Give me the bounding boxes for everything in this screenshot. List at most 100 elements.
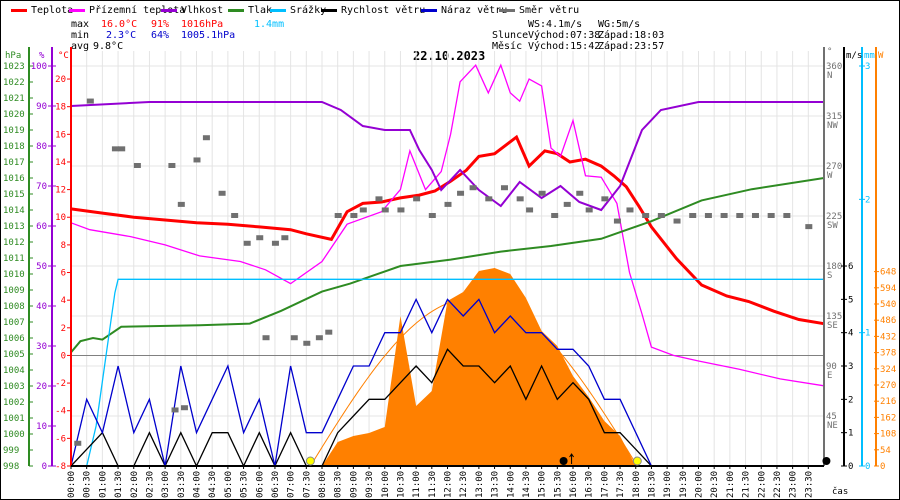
wind-direction-point — [657, 213, 665, 218]
temperature-tick-label: 18 — [55, 103, 66, 113]
x-tick-label: 18:00 — [632, 471, 642, 498]
rain-axis-unit: mm — [864, 51, 875, 61]
x-tick-label: 15:30 — [553, 471, 563, 498]
wind-direction-point — [315, 335, 323, 341]
wind-direction-point — [86, 98, 94, 104]
x-tick-label: 08:30 — [334, 471, 344, 498]
wind-direction-point — [563, 201, 571, 207]
sunrise-marker — [305, 456, 315, 466]
wind-direction-point — [256, 235, 264, 241]
wind-direction-point — [551, 213, 559, 218]
wind-direction-point — [500, 185, 508, 191]
x-tick-label: 00:30 — [83, 471, 93, 498]
x-tick-label: 14:00 — [506, 471, 516, 498]
sun-label: Slunce — [492, 30, 529, 41]
x-tick-label: 07:30 — [302, 471, 312, 498]
stat-avg-temp: 9.8°C — [93, 41, 124, 52]
x-tick-label: 07:00 — [287, 471, 297, 498]
x-tick-label: 20:00 — [695, 471, 705, 498]
temperature-tick-label: 12 — [55, 186, 66, 196]
x-tick-label: 02:00 — [130, 471, 140, 498]
humidity-tick-label: 100 — [31, 62, 47, 72]
wind-direction-point — [751, 213, 759, 218]
wind-direction-point — [576, 190, 584, 196]
wind-direction-point — [74, 440, 82, 446]
direction-tick-compass: SE — [827, 321, 838, 331]
stat-max-pressure: 1016hPa — [181, 19, 224, 30]
stat-avg-label: avg — [71, 41, 90, 52]
wind-direction-point — [243, 240, 251, 246]
temperature-tick-label: 6 — [61, 269, 66, 279]
wind-tick-label: 3 — [848, 362, 853, 372]
x-tick-label: 20:30 — [710, 471, 720, 498]
series-p-zemn-teplota — [70, 63, 825, 387]
legend-swatch — [421, 9, 437, 12]
chart-title: 22.10.2023 — [413, 49, 486, 63]
humidity-tick-label: 40 — [36, 302, 47, 312]
wind-direction-point — [359, 207, 367, 213]
wind-direction-point — [397, 207, 405, 213]
x-tick-label: 13:00 — [475, 471, 485, 498]
x-tick-label: 02:30 — [145, 471, 155, 498]
wind-direction-point — [413, 196, 421, 202]
wind-direction-point — [350, 213, 358, 218]
pressure-tick-label: 1013 — [3, 222, 25, 232]
wind-direction-point — [177, 201, 185, 207]
pressure-tick-label: 1012 — [3, 238, 25, 248]
series-teplota — [70, 134, 825, 326]
x-tick-label: 21:00 — [726, 471, 736, 498]
pressure-tick-label: 1001 — [3, 414, 25, 424]
stat-min-label: min — [71, 30, 90, 41]
x-tick-label: 23:30 — [804, 471, 814, 498]
x-tick-label: 06:00 — [255, 471, 265, 498]
rain-tick-label: 1 — [865, 329, 870, 339]
x-tick-label: 21:30 — [742, 471, 752, 498]
x-axis-label: čas — [832, 486, 848, 497]
wind-direction-point — [767, 213, 775, 218]
wind-tick-label: 1 — [848, 429, 853, 439]
x-tick-label: 03:00 — [161, 471, 171, 498]
legend-item: Srážky — [270, 5, 326, 16]
wind-tick-label: 5 — [848, 295, 853, 305]
wind-direction-point — [538, 190, 546, 196]
solar-tick-label: 648 — [880, 268, 896, 278]
temperature-tick-label: 10 — [55, 213, 66, 223]
solar-tick-label: 324 — [880, 365, 896, 375]
direction-tick-compass: N — [827, 71, 832, 81]
temperature-tick-label: 4 — [61, 296, 66, 306]
solar-tick-label: 0 — [880, 462, 885, 472]
wind-direction-point — [805, 224, 813, 230]
stat-max-humidity: 91% — [151, 19, 170, 30]
x-tick-label: 12:00 — [444, 471, 454, 498]
pressure-tick-label: 1023 — [3, 62, 25, 72]
legend-label: Vlhkost — [181, 5, 224, 16]
wind-direction-point — [133, 163, 141, 168]
wind-direction-point — [689, 213, 697, 218]
pressure-tick-label: 1017 — [3, 158, 25, 168]
solar-tick-label: 108 — [880, 430, 896, 440]
humidity-tick-label: 0 — [42, 462, 47, 472]
humidity-tick-label: 70 — [36, 182, 47, 192]
x-tick-label: 09:30 — [365, 471, 375, 498]
x-tick-label: 01:30 — [114, 471, 124, 498]
direction-tick-compass: NE — [827, 421, 838, 431]
legend-item: Vlhkost — [161, 5, 223, 16]
wind-direction-point — [325, 329, 333, 335]
x-tick-label: 16:30 — [585, 471, 595, 498]
wind-direction-point — [118, 146, 126, 152]
temperature-tick-label: -8 — [55, 462, 66, 472]
wind-direction-point — [218, 190, 226, 196]
legend-swatch — [270, 9, 286, 12]
wind-speed-max: WS:4.1m/s — [528, 19, 583, 30]
x-tick-label: 04:30 — [208, 471, 218, 498]
rain-tick-label: 2 — [865, 195, 870, 205]
direction-tick-label: 270 — [826, 162, 842, 172]
x-tick-label: 06:30 — [271, 471, 281, 498]
wind-tick-label: 2 — [848, 395, 853, 405]
wind-direction-point — [171, 407, 179, 413]
x-tick-label: 10:00 — [381, 471, 391, 498]
wind-direction-point — [526, 207, 534, 213]
sunrise: Východ:07:38 — [528, 30, 601, 41]
temperature-tick-label: -4 — [55, 407, 66, 417]
legend-label: Rychlost větru — [341, 5, 426, 16]
